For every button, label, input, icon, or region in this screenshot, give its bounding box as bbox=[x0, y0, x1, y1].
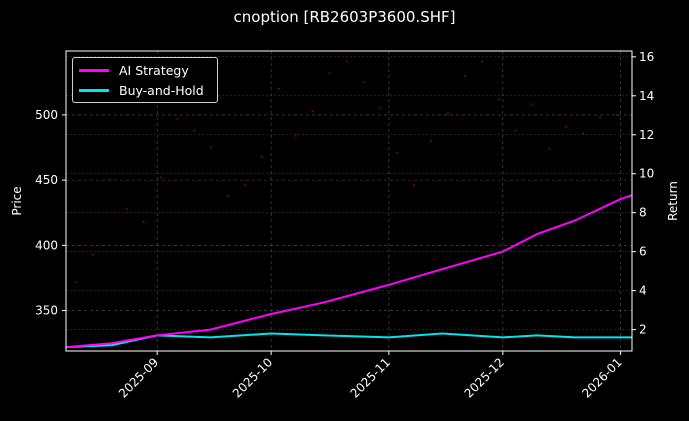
chart-title: cnoption [RB2603P3600.SHF] bbox=[233, 8, 456, 26]
legend-item-ai-strategy: AI Strategy bbox=[79, 61, 189, 79]
price-point bbox=[227, 194, 230, 197]
x-tick-label: 2025-09 bbox=[116, 355, 161, 400]
price-point bbox=[159, 176, 162, 179]
price-point bbox=[548, 147, 551, 150]
price-point bbox=[531, 103, 534, 106]
price-point bbox=[615, 113, 619, 117]
price-point bbox=[429, 139, 433, 143]
y2-tick-label: 4 bbox=[639, 284, 647, 298]
price-point bbox=[379, 107, 382, 110]
x-tick-label: 2025-12 bbox=[462, 355, 507, 400]
price-point bbox=[193, 129, 196, 132]
price-point bbox=[311, 109, 314, 113]
y2-tick-label: 6 bbox=[639, 245, 647, 259]
price-point bbox=[142, 220, 145, 223]
y-axis-label: Price bbox=[10, 186, 24, 215]
y2-axis-label: Return bbox=[666, 181, 680, 221]
y-tick-label: 400 bbox=[35, 238, 58, 252]
price-point bbox=[243, 184, 247, 187]
price-point bbox=[362, 81, 365, 84]
price-point bbox=[176, 117, 179, 120]
y2-tick-label: 2 bbox=[639, 323, 647, 337]
price-point bbox=[294, 134, 297, 137]
y2-tick-label: 16 bbox=[639, 50, 654, 64]
price-point bbox=[260, 155, 264, 158]
y2-tick-label: 14 bbox=[639, 89, 654, 103]
price-point bbox=[497, 98, 500, 101]
plot-frame bbox=[65, 50, 633, 352]
y-tick-label: 500 bbox=[35, 108, 58, 122]
price-point bbox=[396, 151, 399, 154]
price-point bbox=[345, 60, 348, 63]
price-point bbox=[91, 253, 95, 256]
price-point bbox=[210, 146, 213, 149]
price-point bbox=[463, 74, 466, 77]
x-tick-label: 2025-11 bbox=[348, 355, 393, 400]
legend-swatch-magenta bbox=[79, 68, 109, 72]
x-tick-label: 2025-10 bbox=[230, 355, 275, 400]
price-point bbox=[514, 129, 517, 132]
price-point bbox=[413, 184, 416, 187]
legend-label: Buy-and-Hold bbox=[119, 82, 204, 98]
x-tick-label: 2026-01 bbox=[579, 355, 624, 400]
y-tick-label: 350 bbox=[35, 304, 58, 318]
y2-tick-label: 8 bbox=[639, 206, 647, 220]
price-point bbox=[328, 72, 331, 75]
y2-tick-label: 12 bbox=[639, 128, 654, 142]
price-point bbox=[582, 132, 585, 135]
legend: AI Strategy Buy-and-Hold bbox=[72, 57, 218, 103]
price-point bbox=[598, 116, 602, 119]
price-point bbox=[446, 112, 450, 115]
ai-strategy-line bbox=[65, 194, 633, 349]
price-point bbox=[74, 280, 78, 283]
y-tick-label: 450 bbox=[35, 173, 58, 187]
price-point bbox=[565, 125, 568, 128]
price-point bbox=[108, 179, 111, 182]
legend-swatch-cyan bbox=[79, 88, 109, 92]
price-point bbox=[277, 87, 280, 90]
legend-item-buy-and-hold: Buy-and-Hold bbox=[79, 81, 204, 99]
legend-label: AI Strategy bbox=[119, 62, 189, 78]
price-point bbox=[125, 207, 128, 210]
y2-tick-label: 10 bbox=[639, 167, 654, 181]
price-point bbox=[480, 60, 483, 63]
